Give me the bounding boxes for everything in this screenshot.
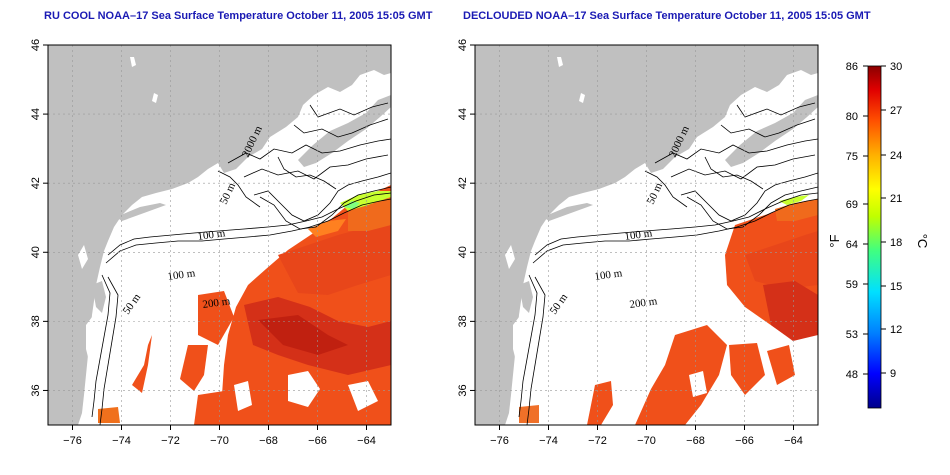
x-tick-label: −76 [63, 435, 82, 447]
y-tick-label: 38 [457, 315, 469, 327]
celsius-tick-label: 12 [890, 324, 902, 336]
y-tick-label: 46 [30, 39, 42, 51]
x-tick-label: −72 [161, 435, 180, 447]
x-tick-label: −64 [357, 435, 376, 447]
celsius-axis-label: °C [915, 234, 930, 249]
contour-label: 100 m [594, 267, 624, 283]
x-tick-label: −76 [490, 435, 509, 447]
y-tick-label: 38 [30, 315, 42, 327]
x-tick-label: −74 [539, 435, 558, 447]
celsius-tick-label: 24 [890, 150, 902, 162]
contour-label: 100 m [624, 227, 654, 243]
y-tick-label: 44 [30, 108, 42, 120]
graticule [475, 45, 818, 425]
x-tick-label: −66 [735, 435, 754, 447]
celsius-tick-label: 18 [890, 237, 902, 249]
x-tick-label: −68 [259, 435, 278, 447]
left-panel-title: RU COOL NOAA–17 Sea Surface Temperature … [44, 10, 433, 22]
fahrenheit-tick-label: 80 [846, 111, 858, 123]
celsius-tick-label: 9 [890, 368, 896, 380]
contour-label: 200 m [202, 295, 232, 311]
y-tick-label: 42 [30, 177, 42, 189]
fahrenheit-tick-label: 75 [846, 151, 858, 163]
y-tick-label: 42 [457, 177, 469, 189]
x-tick-label: −70 [210, 435, 229, 447]
contour-label: 200 m [629, 295, 659, 311]
contour-label: 100 m [197, 227, 227, 243]
x-tick-label: −64 [784, 435, 803, 447]
fahrenheit-tick-label: 64 [846, 239, 858, 251]
celsius-tick-label: 21 [890, 193, 902, 205]
fahrenheit-tick-label: 59 [846, 279, 858, 291]
celsius-tick-label: 30 [890, 61, 902, 73]
colorbar: 86 80 75 69 64 59 53 48 30 27 24 21 18 15 12 9 °F °C [827, 61, 930, 409]
x-tick-label: −70 [637, 435, 656, 447]
x-tick-label: −66 [308, 435, 327, 447]
graticule [48, 45, 391, 425]
y-tick-label: 46 [457, 39, 469, 51]
fahrenheit-tick-label: 48 [846, 369, 858, 381]
celsius-tick-label: 27 [890, 105, 902, 117]
x-tick-label: −74 [112, 435, 131, 447]
y-tick-label: 44 [457, 108, 469, 120]
fahrenheit-axis-label: °F [827, 234, 842, 247]
x-tick-label: −72 [588, 435, 607, 447]
colorbar-gradient [867, 65, 882, 409]
contour-label: 100 m [167, 267, 197, 283]
fahrenheit-tick-label: 86 [846, 61, 858, 73]
right-panel-title: DECLOUDED NOAA–17 Sea Surface Temperatur… [463, 10, 871, 22]
x-tick-label: −68 [686, 435, 705, 447]
celsius-tick-label: 15 [890, 281, 902, 293]
fahrenheit-tick-label: 69 [846, 199, 858, 211]
y-tick-label: 36 [30, 384, 42, 396]
y-tick-label: 40 [30, 246, 42, 258]
y-tick-label: 40 [457, 246, 469, 258]
y-tick-label: 36 [457, 384, 469, 396]
fahrenheit-tick-label: 53 [846, 329, 858, 341]
